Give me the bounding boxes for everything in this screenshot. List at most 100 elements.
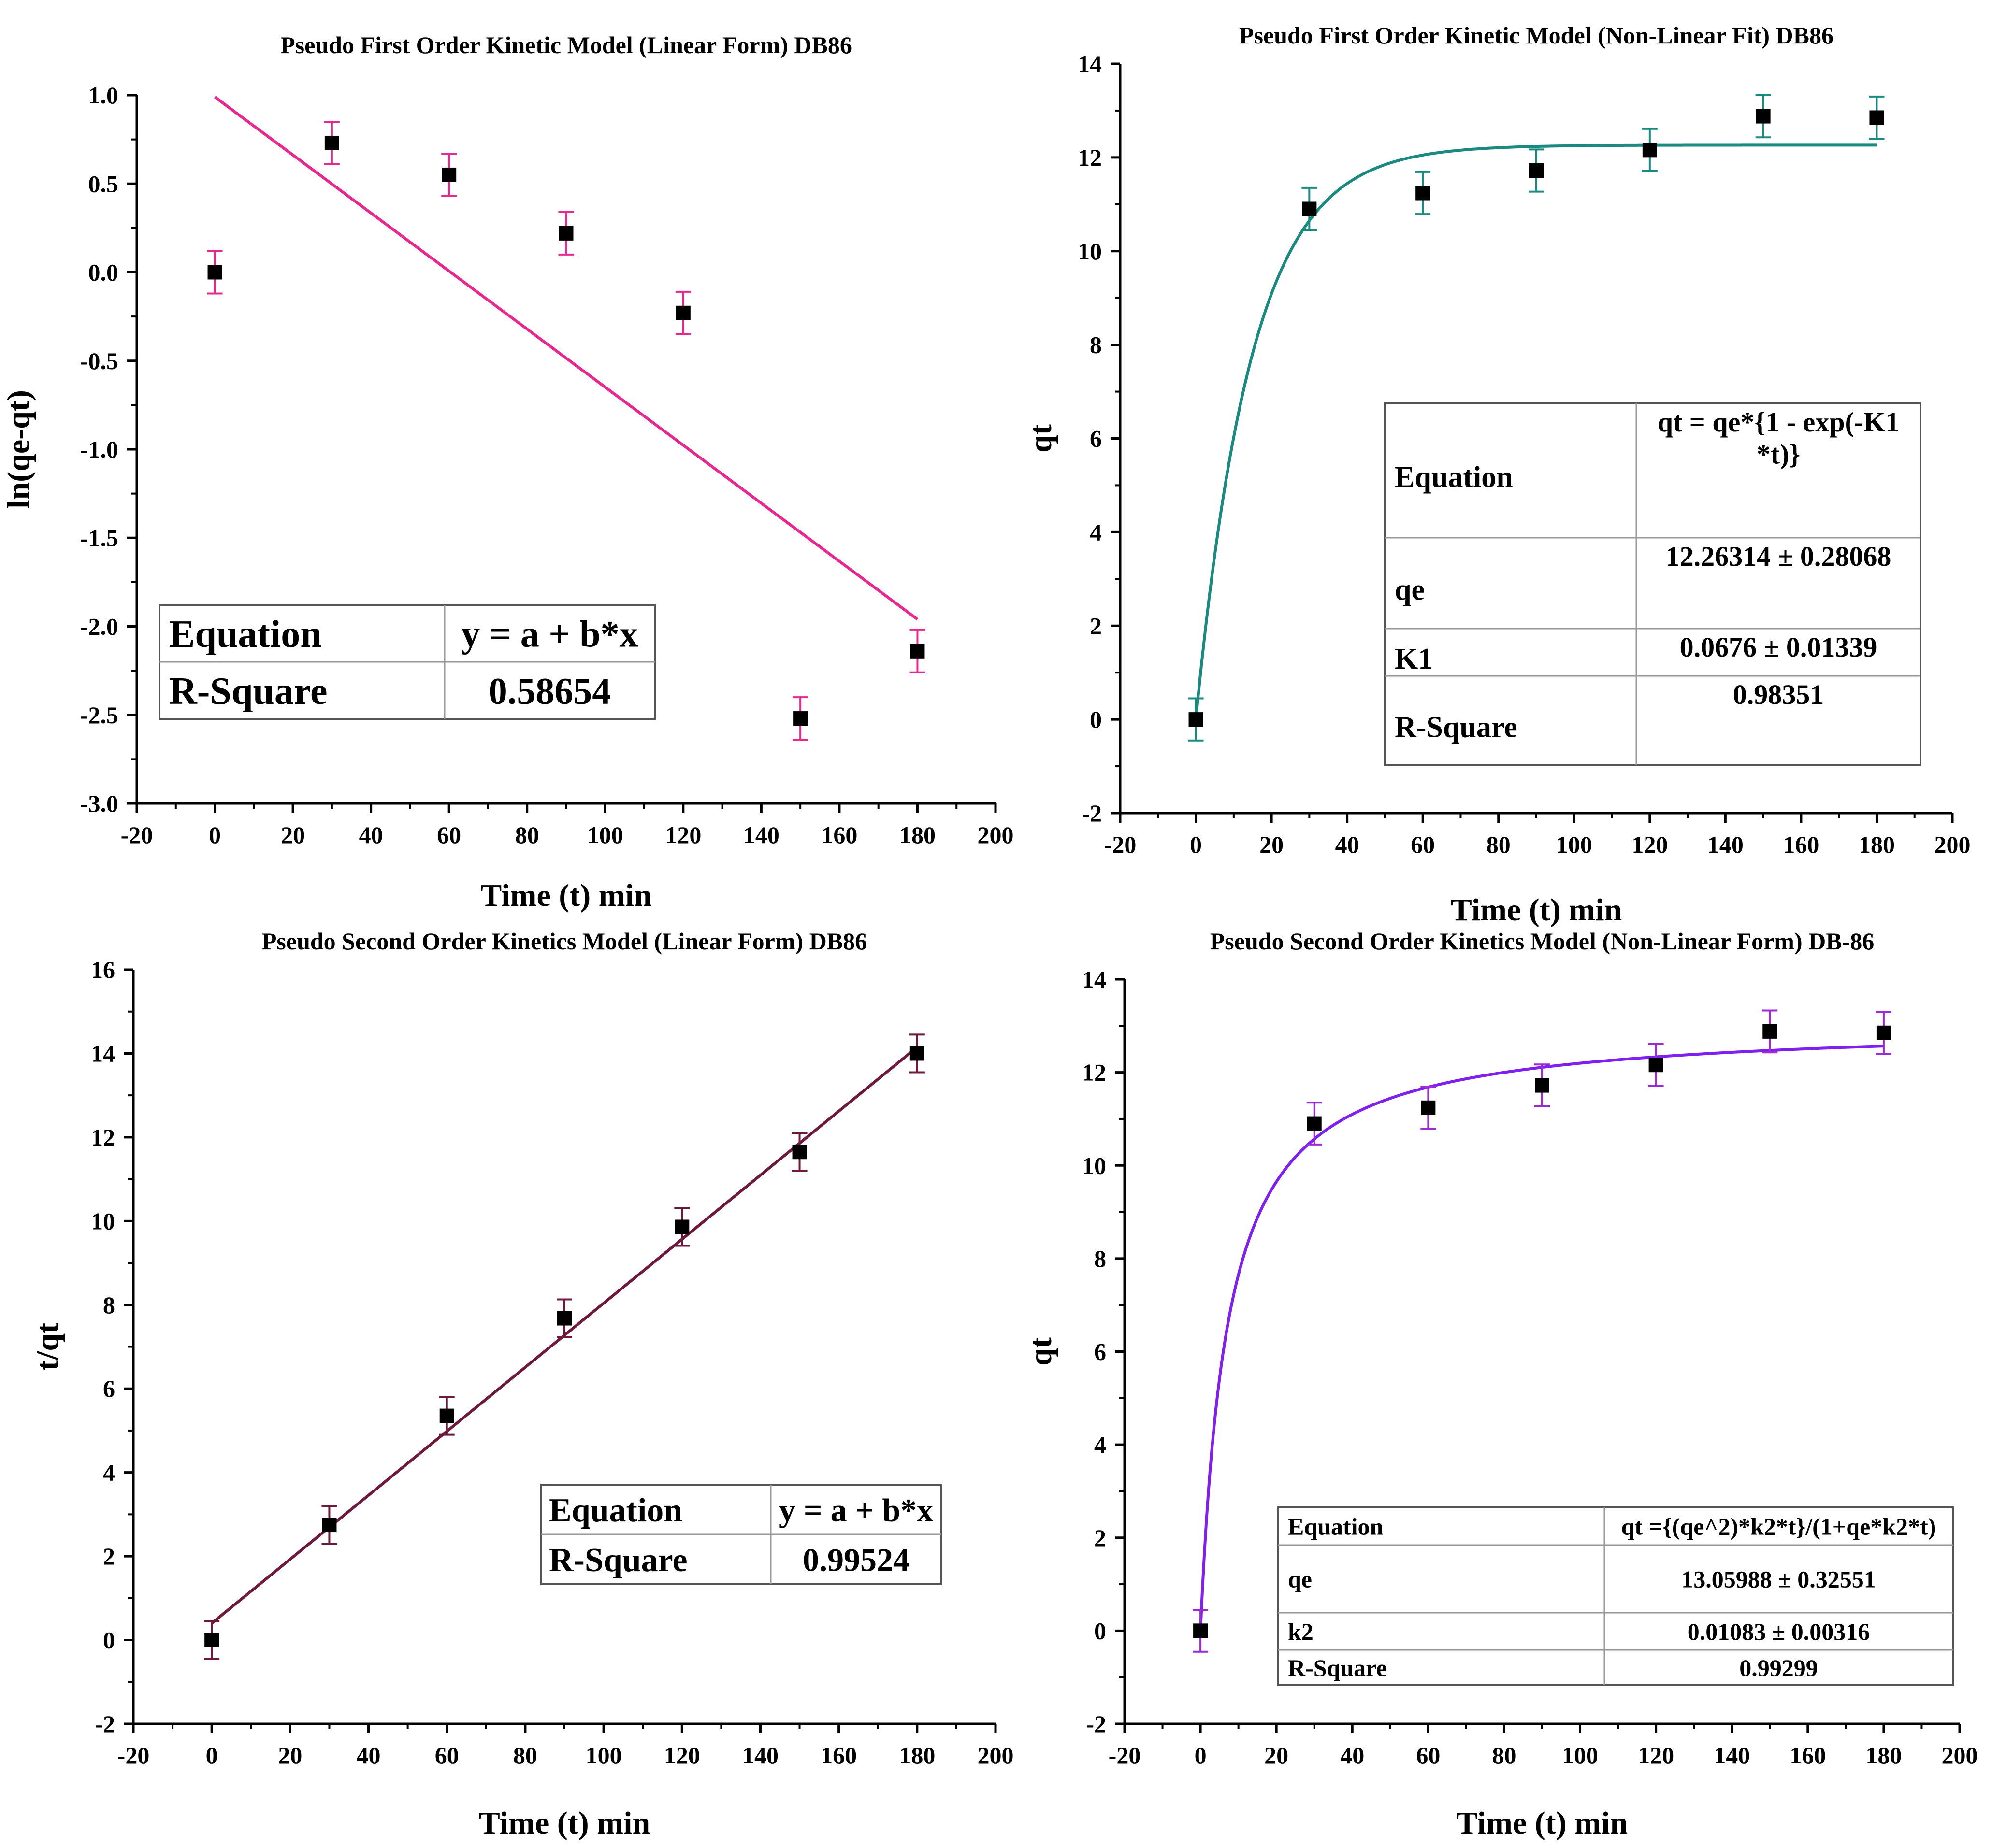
x-tick-label: 60	[1411, 831, 1435, 858]
y-tick-label: 10	[1078, 238, 1102, 265]
x-tick-label: 180	[1865, 1742, 1902, 1769]
data-point	[1193, 1623, 1208, 1638]
y-tick-label: 12	[1082, 1059, 1106, 1086]
x-tick-label: 160	[1790, 1742, 1826, 1769]
x-tick-label: 80	[513, 1742, 537, 1769]
y-tick-label: -1.5	[80, 524, 118, 551]
stats-table: Equation qt = qe*{1 - exp(-K1*t)} qe 12.263…	[1384, 402, 1921, 766]
data-point	[1421, 1100, 1436, 1115]
y-axis-label: qt	[1023, 424, 1058, 453]
x-tick-label: 20	[281, 821, 305, 848]
y-tick-label: -2.0	[80, 613, 118, 640]
x-tick-label: 20	[1259, 831, 1284, 858]
data-point	[559, 226, 574, 241]
y-tick-label: 12	[91, 1124, 115, 1151]
y-tick-label: -2	[1082, 800, 1102, 827]
x-axis-label: Time (t) min	[479, 1805, 650, 1841]
table-border	[1277, 1506, 1954, 1686]
data-point	[1415, 186, 1430, 201]
x-tick-label: 60	[1416, 1742, 1440, 1769]
data-point	[1869, 110, 1884, 125]
chart-title: Pseudo Second Order Kinetics Model (Non-…	[1210, 928, 1874, 955]
x-tick-label: 180	[1859, 831, 1895, 858]
data-point	[792, 1145, 807, 1160]
x-tick-label: 100	[586, 1742, 622, 1769]
chart-panel-2: Pseudo First Order Kinetic Model (Non-Li…	[1023, 22, 1971, 928]
x-tick-label: -20	[117, 1742, 150, 1769]
table-value: 0.98351	[1733, 679, 1824, 710]
x-tick-label: 180	[899, 1742, 935, 1769]
x-tick-label: 20	[1264, 1742, 1288, 1769]
y-tick-label: 14	[1078, 50, 1102, 77]
data-point	[1529, 163, 1544, 178]
table-label: K1	[1395, 643, 1433, 675]
x-tick-label: 120	[1638, 1742, 1674, 1769]
data-point	[1762, 1024, 1777, 1039]
x-tick-label: 20	[278, 1742, 302, 1769]
data-point	[676, 305, 691, 320]
data-point	[324, 135, 339, 150]
x-tick-label: 120	[664, 1742, 700, 1769]
y-tick-label: 0	[1090, 706, 1102, 733]
data-point	[204, 1633, 219, 1647]
x-tick-label: 120	[1631, 831, 1668, 858]
y-tick-label: 12	[1078, 144, 1102, 171]
data-point	[557, 1311, 572, 1326]
table-value: qt ={(qe^2)*k2*t}/(1+qe*k2*t)	[1621, 1513, 1936, 1540]
data-point	[442, 167, 457, 182]
x-tick-label: 200	[978, 821, 1014, 848]
x-tick-label: 80	[1487, 831, 1511, 858]
y-tick-label: 4	[103, 1459, 115, 1486]
x-tick-label: 100	[1562, 1742, 1598, 1769]
y-tick-label: 4	[1090, 518, 1102, 545]
x-tick-label: 160	[1783, 831, 1819, 858]
data-point	[910, 644, 925, 659]
table-value: 0.0676 ± 0.01339	[1680, 631, 1877, 663]
x-axis-label: Time (t) min	[1451, 892, 1622, 928]
x-tick-label: 100	[587, 821, 623, 848]
chart-panel-3: Pseudo Second Order Kinetics Model (Line…	[30, 928, 1014, 1841]
table-border	[1384, 402, 1921, 766]
chart-title: Pseudo First Order Kinetic Model (Non-Li…	[1239, 22, 1833, 49]
data-point	[1307, 1116, 1322, 1131]
x-tick-label: 60	[437, 821, 461, 848]
x-axis-label: Time (t) min	[1457, 1805, 1628, 1841]
chart-title: Pseudo Second Order Kinetics Model (Line…	[262, 928, 867, 955]
y-tick-label: 2	[103, 1543, 115, 1570]
x-tick-label: 100	[1556, 831, 1592, 858]
y-tick-label: -3.0	[80, 790, 118, 817]
y-tick-label: 1.0	[88, 82, 119, 109]
table-value: y = a + b*x	[461, 613, 638, 655]
y-tick-label: 8	[1094, 1245, 1106, 1272]
y-axis-label: qt	[1023, 1337, 1058, 1366]
x-tick-label: 200	[1934, 831, 1971, 858]
x-tick-label: 40	[357, 1742, 381, 1769]
y-axis-label: t/qt	[30, 1323, 65, 1371]
y-tick-label: -2	[1086, 1710, 1106, 1737]
table-label: Equation	[1395, 461, 1513, 494]
x-tick-label: 0	[1190, 831, 1202, 858]
x-tick-label: 80	[1492, 1742, 1516, 1769]
y-tick-label: 8	[103, 1291, 115, 1318]
y-tick-label: 10	[1082, 1152, 1106, 1179]
table-label: Equation	[1288, 1513, 1384, 1540]
x-tick-label: 0	[209, 821, 221, 848]
y-tick-label: 8	[1090, 331, 1102, 358]
data-point	[675, 1219, 690, 1234]
x-tick-label: 80	[515, 821, 539, 848]
fit-line	[214, 96, 919, 621]
data-point	[1302, 201, 1317, 216]
x-tick-label: -20	[1109, 1742, 1141, 1769]
y-tick-label: 14	[91, 1040, 115, 1067]
y-tick-label: 0	[103, 1627, 115, 1654]
y-tick-label: -0.5	[80, 347, 118, 374]
x-tick-label: 60	[435, 1742, 459, 1769]
x-tick-label: 200	[978, 1742, 1014, 1769]
x-tick-label: 40	[1340, 1742, 1364, 1769]
x-tick-label: 0	[1195, 1742, 1207, 1769]
x-tick-label: 160	[821, 821, 857, 848]
data-point	[1876, 1025, 1891, 1040]
data-point	[1756, 109, 1771, 124]
y-tick-label: -2	[95, 1710, 115, 1737]
